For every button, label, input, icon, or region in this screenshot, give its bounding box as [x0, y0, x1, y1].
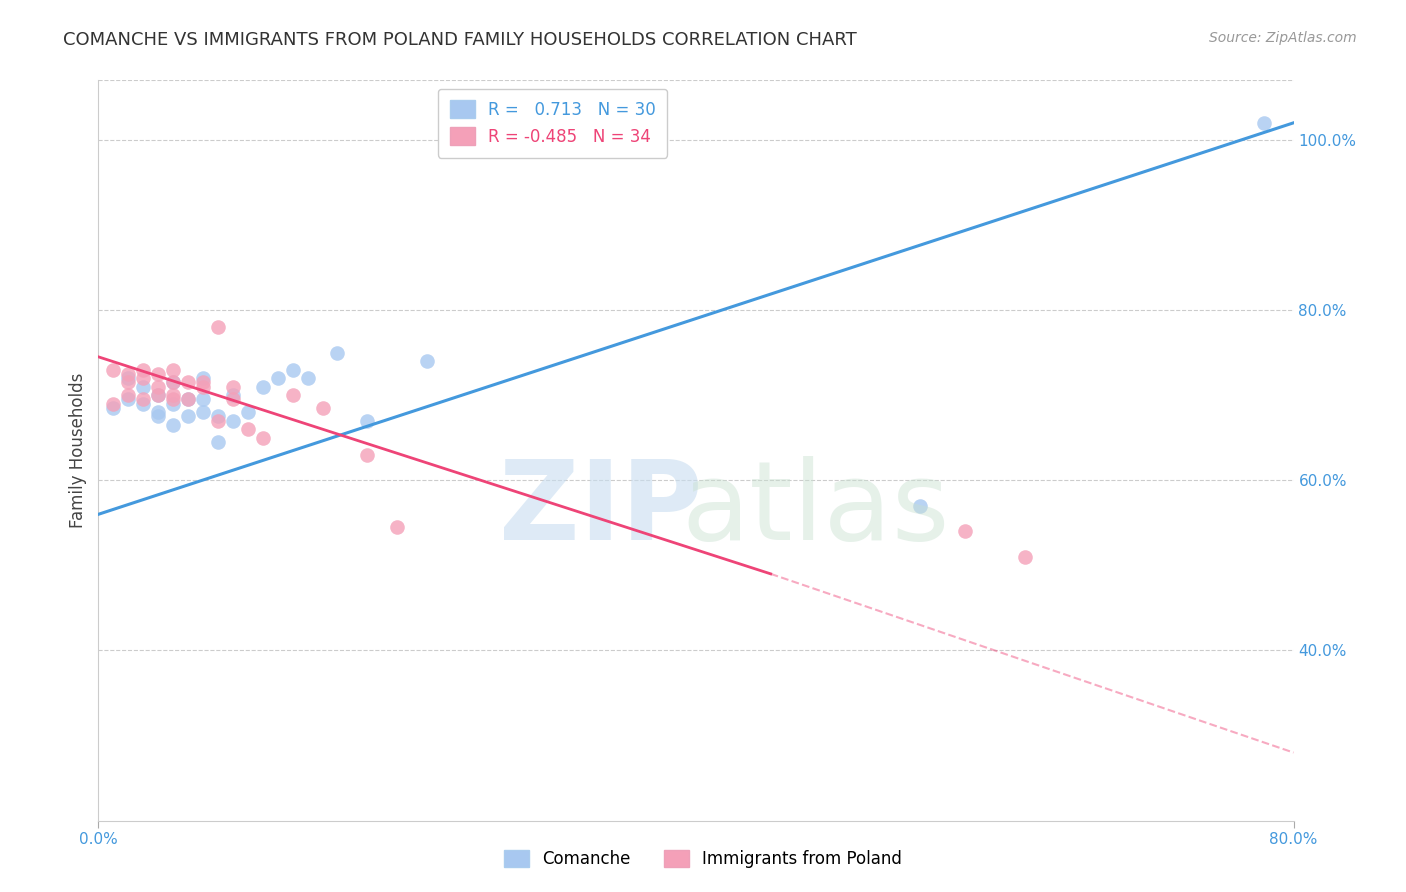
Text: ZIP: ZIP	[499, 456, 702, 563]
Point	[191, 379, 214, 393]
Point	[117, 371, 139, 385]
Point	[207, 434, 229, 449]
Point	[281, 388, 304, 402]
Point	[162, 392, 184, 407]
Text: COMANCHE VS IMMIGRANTS FROM POLAND FAMILY HOUSEHOLDS CORRELATION CHART: COMANCHE VS IMMIGRANTS FROM POLAND FAMIL…	[63, 31, 858, 49]
Point	[356, 414, 378, 428]
Point	[148, 388, 170, 402]
Point	[148, 405, 170, 419]
Point	[117, 376, 139, 390]
Point	[207, 320, 229, 334]
Text: atlas: atlas	[682, 456, 949, 563]
Point	[207, 414, 229, 428]
Point	[162, 376, 184, 390]
Point	[297, 371, 319, 385]
Point	[953, 524, 976, 539]
Point	[177, 409, 200, 424]
Point	[252, 379, 274, 393]
Point	[222, 414, 245, 428]
Point	[326, 345, 349, 359]
Point	[177, 392, 200, 407]
Point	[236, 422, 259, 436]
Point	[356, 448, 378, 462]
Point	[177, 392, 200, 407]
Point	[222, 388, 245, 402]
Legend: Comanche, Immigrants from Poland: Comanche, Immigrants from Poland	[498, 843, 908, 875]
Point	[132, 379, 155, 393]
Text: Source: ZipAtlas.com: Source: ZipAtlas.com	[1209, 31, 1357, 45]
Point	[207, 409, 229, 424]
Point	[162, 362, 184, 376]
Point	[236, 405, 259, 419]
Point	[191, 392, 214, 407]
Point	[132, 392, 155, 407]
Point	[148, 409, 170, 424]
Point	[281, 362, 304, 376]
Point	[908, 499, 931, 513]
Point	[191, 376, 214, 390]
Point	[148, 388, 170, 402]
Point	[416, 354, 439, 368]
Point	[162, 388, 184, 402]
Point	[117, 392, 139, 407]
Point	[177, 376, 200, 390]
Point	[1014, 549, 1036, 564]
Point	[162, 376, 184, 390]
Point	[267, 371, 290, 385]
Point	[191, 371, 214, 385]
Point	[222, 392, 245, 407]
Point	[117, 367, 139, 381]
Point	[191, 405, 214, 419]
Point	[162, 417, 184, 432]
Point	[132, 362, 155, 376]
Y-axis label: Family Households: Family Households	[69, 373, 87, 528]
Point	[252, 431, 274, 445]
Point	[117, 388, 139, 402]
Point	[385, 520, 409, 534]
Point	[311, 401, 333, 415]
Point	[103, 362, 125, 376]
Point	[1253, 116, 1275, 130]
Legend: R =   0.713   N = 30, R = -0.485   N = 34: R = 0.713 N = 30, R = -0.485 N = 34	[437, 88, 668, 158]
Point	[148, 367, 170, 381]
Point	[132, 371, 155, 385]
Point	[148, 379, 170, 393]
Point	[132, 397, 155, 411]
Point	[103, 401, 125, 415]
Point	[162, 397, 184, 411]
Point	[103, 397, 125, 411]
Point	[222, 379, 245, 393]
